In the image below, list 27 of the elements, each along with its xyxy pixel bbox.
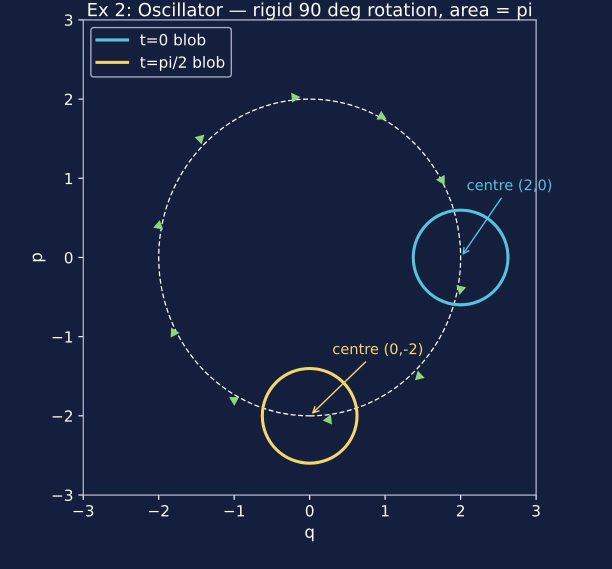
point [322, 414, 332, 424]
x-tick-label: 3 [532, 505, 540, 517]
y-tick-label: −1 [52, 331, 72, 342]
x-tick-label: 2 [456, 505, 464, 516]
x-tick-label: −1 [224, 505, 244, 516]
y-tick-label: 3 [64, 14, 72, 26]
legend-label: t=0 blob [140, 34, 206, 46]
x-tick-label: −3 [74, 505, 94, 517]
point [414, 370, 425, 380]
x-tick-label: 0 [306, 505, 314, 517]
y-tick-label: −2 [52, 410, 72, 422]
x-tick-label: −2 [149, 505, 168, 516]
x-axis-title: q [305, 528, 314, 542]
legend-label: t=pi/2 blob [140, 56, 224, 71]
annotation: centre (0,-2) [333, 343, 422, 356]
point [153, 220, 164, 230]
y-tick-label: 2 [64, 94, 72, 105]
point [194, 134, 204, 144]
point [376, 110, 387, 120]
chart-title: Ex 2: Oscillator — rigid 90 deg rotation, area = pi [88, 2, 532, 20]
x-tick-label: 1 [382, 505, 389, 516]
point [291, 92, 300, 103]
y-tick-label: 0 [64, 252, 72, 264]
point [456, 285, 466, 295]
y-tick-label: −3 [52, 489, 72, 502]
y-tick-label: 1 [65, 172, 72, 184]
y-axis-title: p [32, 253, 46, 262]
